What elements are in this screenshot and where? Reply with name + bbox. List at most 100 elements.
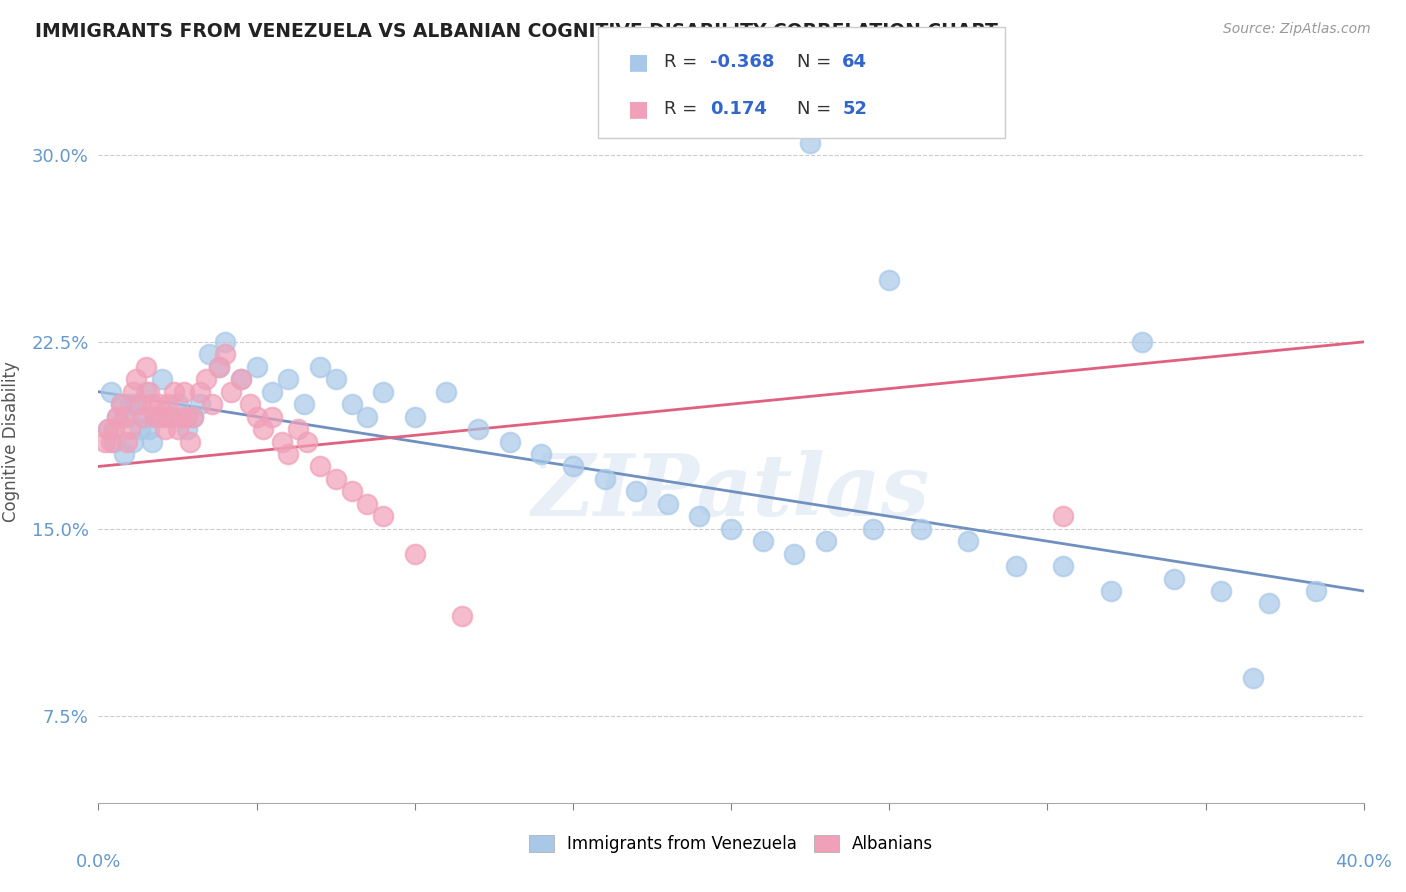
Point — [166, 422, 188, 436]
Point — [246, 359, 269, 374]
Point — [110, 397, 132, 411]
Point — [145, 409, 166, 424]
Legend: Immigrants from Venezuela, Albanians: Immigrants from Venezuela, Albanians — [522, 828, 941, 860]
Point — [125, 372, 148, 386]
Point — [150, 372, 173, 386]
Point — [138, 422, 160, 436]
Point — [166, 397, 188, 411]
Point — [657, 497, 679, 511]
Point — [135, 359, 157, 374]
Point — [1004, 559, 1026, 574]
Point — [499, 434, 522, 449]
Text: N =: N = — [797, 53, 837, 70]
Point — [1241, 671, 1264, 685]
Point — [1130, 334, 1153, 349]
Point — [404, 547, 426, 561]
Point — [112, 409, 135, 424]
Point — [262, 384, 284, 399]
Point — [138, 384, 160, 399]
Point — [179, 434, 201, 449]
Point — [1305, 584, 1327, 599]
Point — [720, 522, 742, 536]
Point — [799, 136, 821, 150]
Text: 64: 64 — [842, 53, 868, 70]
Text: N =: N = — [797, 100, 837, 118]
Point — [356, 497, 378, 511]
Point — [1052, 559, 1074, 574]
Point — [340, 484, 363, 499]
Point — [783, 547, 806, 561]
Point — [270, 434, 294, 449]
Point — [201, 397, 224, 411]
Point — [436, 384, 458, 399]
Text: ■: ■ — [628, 99, 650, 119]
Point — [188, 384, 211, 399]
Point — [93, 434, 117, 449]
Text: -0.368: -0.368 — [710, 53, 775, 70]
Point — [262, 409, 284, 424]
Text: IMMIGRANTS FROM VENEZUELA VS ALBANIAN COGNITIVE DISABILITY CORRELATION CHART: IMMIGRANTS FROM VENEZUELA VS ALBANIAN CO… — [35, 22, 998, 41]
Point — [467, 422, 489, 436]
Point — [297, 434, 319, 449]
Point — [371, 384, 394, 399]
Point — [814, 534, 837, 549]
Point — [176, 409, 198, 424]
Point — [325, 372, 347, 386]
Text: 40.0%: 40.0% — [1336, 854, 1392, 871]
Point — [1211, 584, 1233, 599]
Point — [1163, 572, 1185, 586]
Point — [194, 372, 218, 386]
Point — [97, 422, 120, 436]
Text: 52: 52 — [842, 100, 868, 118]
Point — [277, 447, 299, 461]
Point — [145, 409, 166, 424]
Text: 0.0%: 0.0% — [76, 854, 121, 871]
Point — [150, 409, 173, 424]
Point — [112, 447, 135, 461]
Point — [128, 422, 150, 436]
Point — [208, 359, 231, 374]
Point — [128, 397, 150, 411]
Point — [125, 397, 148, 411]
Point — [97, 422, 120, 436]
Point — [229, 372, 252, 386]
Point — [530, 447, 553, 461]
Point — [208, 359, 231, 374]
Point — [957, 534, 980, 549]
Point — [157, 409, 180, 424]
Point — [287, 422, 309, 436]
Point — [877, 272, 901, 286]
Point — [252, 422, 274, 436]
Point — [246, 409, 269, 424]
Point — [122, 384, 145, 399]
Point — [157, 397, 180, 411]
Point — [132, 409, 155, 424]
Point — [1322, 808, 1344, 822]
Point — [176, 422, 198, 436]
Point — [371, 509, 394, 524]
Point — [910, 522, 932, 536]
Text: 0.174: 0.174 — [710, 100, 766, 118]
Point — [183, 409, 205, 424]
Point — [624, 484, 647, 499]
Point — [340, 397, 363, 411]
Point — [309, 459, 332, 474]
Point — [1099, 584, 1122, 599]
Point — [688, 509, 710, 524]
Text: R =: R = — [664, 53, 703, 70]
Point — [115, 434, 138, 449]
Point — [561, 459, 585, 474]
Point — [862, 522, 884, 536]
Point — [141, 397, 163, 411]
Point — [163, 384, 186, 399]
Point — [1052, 509, 1074, 524]
Point — [120, 422, 141, 436]
Text: ■: ■ — [628, 52, 650, 72]
Point — [277, 372, 299, 386]
Point — [132, 409, 155, 424]
Point — [404, 409, 426, 424]
Point — [229, 372, 252, 386]
Point — [751, 534, 773, 549]
Point — [183, 409, 205, 424]
Point — [110, 397, 132, 411]
